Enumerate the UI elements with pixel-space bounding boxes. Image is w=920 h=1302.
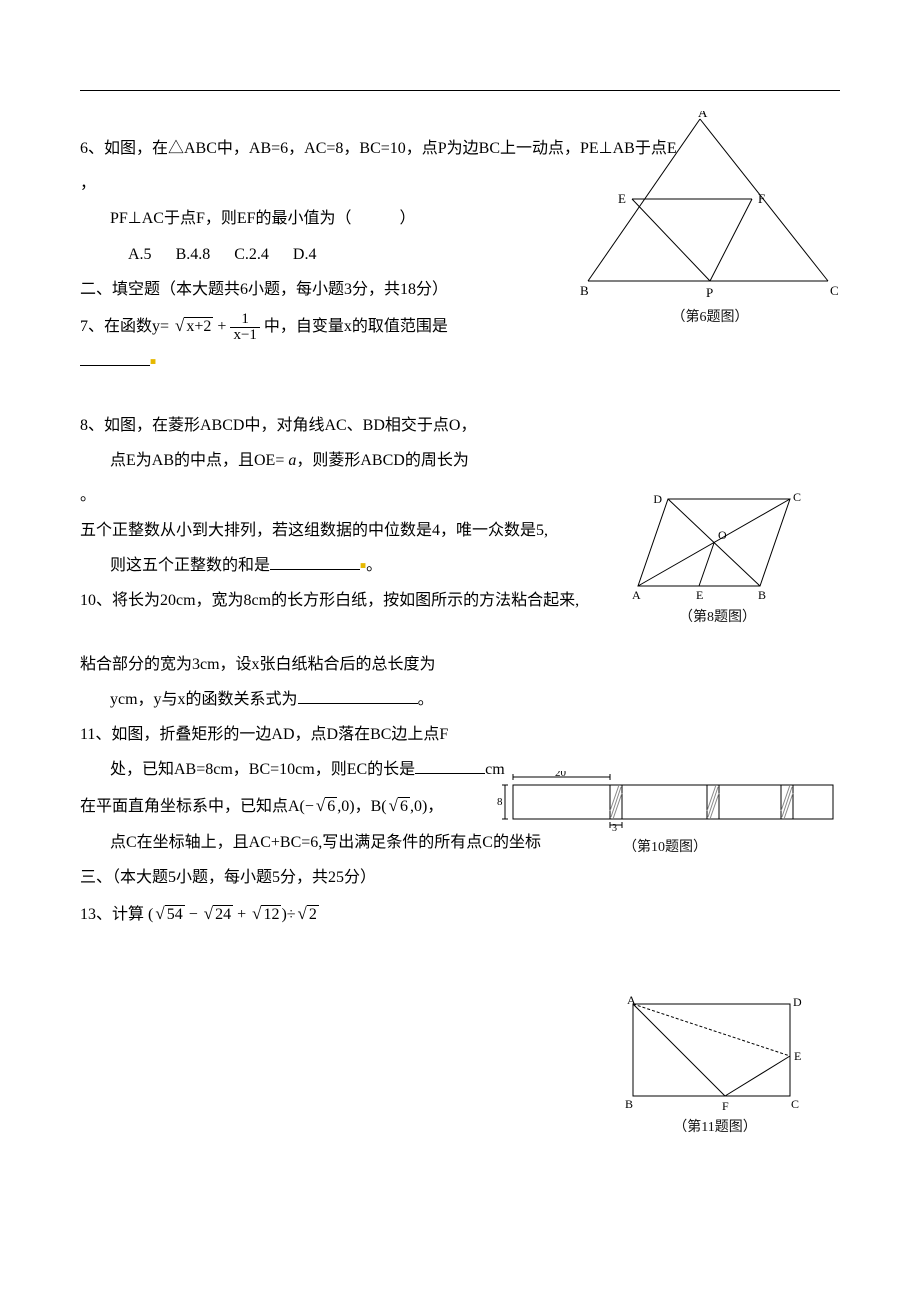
fig8-O: O — [718, 528, 727, 542]
q9-l2a: 则这五个正整数的和是 — [110, 557, 270, 574]
fig11-F: F — [722, 1099, 729, 1111]
fig10-3: 3 — [612, 823, 617, 831]
section3-heading: 三、（本大题5小题，每小题5分，共25分） — [80, 860, 840, 895]
fig11-A: A — [627, 996, 636, 1007]
q10-l3a: ycm，y与x的函数关系式为 — [110, 691, 298, 708]
fig6-label-C: C — [830, 283, 839, 298]
figure-q11: A D B C F E （第11题图） — [625, 996, 805, 1144]
q11-l2a: 处，已知AB=8cm，BC=10cm，则EC的长是 — [110, 761, 415, 778]
q10-line3: ycm，y与x的函数关系式为 。 — [80, 682, 840, 717]
fig8-caption: （第8题图） — [630, 603, 805, 634]
fig6-caption: （第6题图） — [580, 303, 840, 334]
q7-mid: 中，自变量x的取值范围是 — [264, 318, 448, 335]
q13-post: )÷ — [281, 906, 295, 923]
fig6-label-B: B — [580, 283, 589, 298]
q13-s2: √24 — [202, 895, 233, 932]
q8-line1: 8、如图，在菱形ABCD中，对角线AC、BD相交于点O， — [80, 408, 840, 443]
fig8-D: D — [653, 492, 662, 506]
fig11-caption: （第11题图） — [625, 1113, 805, 1144]
q11-line1: 11、如图，折叠矩形的一边AD，点D落在BC边上点F — [80, 717, 840, 752]
q13-s1: √54 — [153, 895, 184, 932]
fig8-A: A — [632, 588, 641, 601]
q6-optD: D.4 — [293, 246, 317, 263]
q13-line: 13、计算 (√54 − √24 + √12)÷√2 — [80, 895, 840, 932]
fig11-B: B — [625, 1097, 633, 1111]
q12-sqrtB: √6 — [387, 787, 410, 824]
q12-l1c: ,0)， — [410, 798, 443, 815]
q7-blank — [80, 349, 150, 366]
fig10-caption: （第10题图） — [495, 833, 835, 864]
q12-sqrtA: √6 — [314, 787, 337, 824]
q8-l2c: ，则菱形ABCD的周长为 — [296, 452, 468, 469]
q13-s3: √12 — [250, 895, 281, 932]
fig11-C: C — [791, 1097, 799, 1111]
q7-dot: ■ — [150, 357, 156, 368]
q10-line2: 粘合部分的宽为3cm，设x张白纸粘合后的总长度为 — [80, 647, 840, 682]
q8-l2a: 点E为AB的中点，且OE= — [110, 452, 288, 469]
q9-blank — [270, 553, 360, 570]
q9-l2b: 。 — [366, 557, 382, 574]
fig11-D: D — [793, 996, 802, 1009]
q13-s4: √2 — [296, 895, 319, 932]
q7-pre: 7、在函数y= — [80, 318, 169, 335]
q6-optA: A.5 — [128, 246, 152, 263]
top-rule — [80, 90, 840, 91]
q10-l3b: 。 — [418, 691, 434, 708]
q13-pre: 13、计算 ( — [80, 906, 153, 923]
q6-optB: B.4.8 — [176, 246, 211, 263]
q7-frac: 1x−1 — [230, 312, 259, 343]
fig10-20: 20 — [555, 771, 567, 779]
figure-q8: A B C D E O （第8题图） — [630, 491, 805, 634]
fig6-label-E: E — [618, 191, 626, 206]
q7-sqrt: √x+2 — [173, 307, 213, 344]
fig8-C: C — [793, 491, 801, 504]
figure-q6: A B C E F P （第6题图） — [580, 111, 840, 334]
fig6-label-F: F — [758, 191, 765, 206]
figure-q10: 20 8 3 — [495, 771, 835, 864]
fig8-E: E — [696, 588, 703, 601]
fig8-B: B — [758, 588, 766, 601]
fig11-E: E — [794, 1049, 801, 1063]
q7-blank-line: ■ — [80, 344, 840, 379]
q8-line2: 点E为AB的中点，且OE= a，则菱形ABCD的周长为 — [80, 443, 840, 478]
fig6-label-P: P — [706, 285, 713, 300]
q12-l1a: 在平面直角坐标系中，已知点A( — [80, 798, 305, 815]
q11-blank — [415, 757, 485, 774]
q6-optC: C.2.4 — [234, 246, 269, 263]
q10-blank — [298, 687, 418, 704]
q7-plus: + — [217, 318, 230, 335]
fig10-8: 8 — [497, 796, 503, 808]
page-content: A B C E F P （第6题图） 6、如图，在△ABC中，AB=6，AC=8… — [80, 131, 840, 933]
fig6-label-A: A — [698, 111, 708, 120]
q12-l1b: ,0)，B( — [337, 798, 386, 815]
